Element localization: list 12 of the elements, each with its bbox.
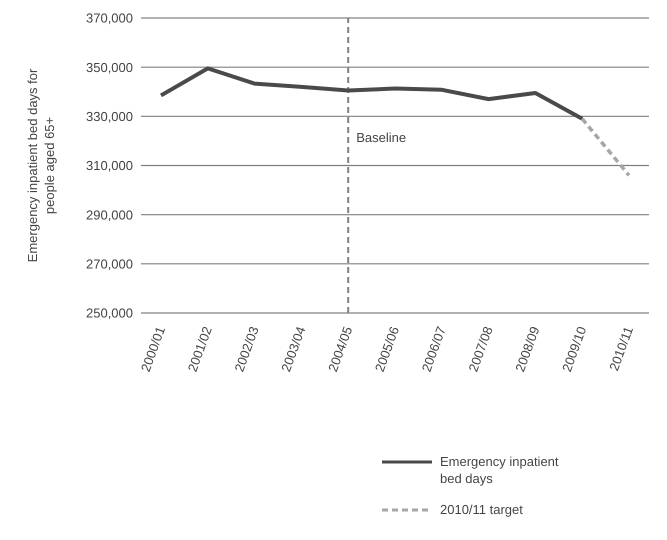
y-tick-label: 290,000 — [86, 207, 133, 222]
y-tick-label: 350,000 — [86, 60, 133, 75]
y-axis-title: Emergency inpatient bed days for people aged 65+ — [25, 68, 57, 262]
line-series — [159, 66, 584, 121]
y-tick-label: 330,000 — [86, 108, 133, 124]
y-tick-label: 270,000 — [86, 256, 133, 272]
legend-label: Emergency inpatient bed days — [440, 453, 560, 487]
y-tick-label: 370,000 — [86, 10, 133, 26]
y-tick-label: 310,000 — [86, 158, 133, 174]
legend-label: 2010/11 target — [440, 501, 524, 518]
ref-line-label: Baseline — [356, 130, 406, 145]
y-tick-label: 250,000 — [86, 306, 133, 321]
